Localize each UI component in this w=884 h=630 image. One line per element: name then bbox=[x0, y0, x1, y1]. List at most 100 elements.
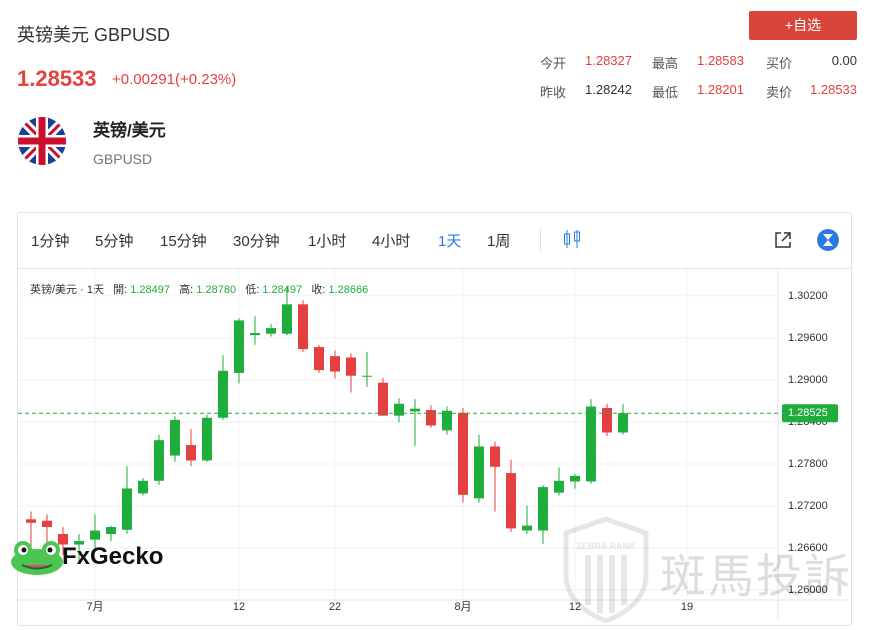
interval[interactable]: 30分钟 bbox=[233, 233, 280, 250]
candle-body bbox=[122, 488, 132, 530]
candle-body bbox=[362, 375, 372, 377]
x-tick-label: 8月 bbox=[454, 601, 471, 613]
candle-body bbox=[218, 370, 228, 418]
gecko-logo bbox=[11, 541, 63, 575]
x-tick-label: 7月 bbox=[86, 601, 103, 613]
symbol-code: GBPUSD bbox=[93, 151, 153, 167]
quote-label: 最低 bbox=[652, 85, 679, 100]
y-tick-label: 1.29000 bbox=[788, 374, 828, 386]
last-price-box bbox=[782, 404, 838, 423]
x-tick-label: 12 bbox=[569, 601, 581, 613]
candle-body bbox=[154, 440, 164, 481]
candle-body bbox=[42, 520, 52, 528]
chart-panel bbox=[17, 212, 852, 626]
quote-value: 1.28242 bbox=[585, 82, 632, 97]
candle-body bbox=[554, 480, 564, 493]
candle-body bbox=[202, 417, 212, 461]
last-price-label: 1.28525 bbox=[788, 407, 828, 419]
candle-body bbox=[602, 407, 612, 433]
y-tick-label: 1.27800 bbox=[788, 458, 828, 470]
interval[interactable]: 5分钟 bbox=[95, 233, 134, 250]
change: +0.00291(+0.23%) bbox=[112, 71, 237, 88]
zoom-icon[interactable] bbox=[816, 228, 840, 252]
interval[interactable]: 15分钟 bbox=[160, 233, 207, 250]
price: 1.28533 bbox=[17, 66, 97, 91]
legend-key: 高: bbox=[179, 284, 194, 296]
candle-body bbox=[298, 304, 308, 350]
y-tick-label: 1.29600 bbox=[788, 332, 828, 344]
quote-label: 最高 bbox=[652, 56, 679, 71]
zebra-badge-text: ZEBRA RANK bbox=[576, 541, 636, 551]
candle-body bbox=[458, 412, 468, 495]
candle-body bbox=[138, 480, 148, 494]
candle-body bbox=[314, 347, 324, 371]
candle-body bbox=[170, 419, 180, 456]
legend-value: 1.28497 bbox=[262, 284, 303, 296]
candle-body bbox=[186, 445, 196, 461]
candle-body bbox=[330, 356, 340, 372]
symbol-title: 英镑/美元 bbox=[93, 121, 166, 140]
candle-body bbox=[618, 413, 628, 433]
candle-body bbox=[266, 328, 276, 334]
quote-label: 卖价 bbox=[766, 85, 793, 100]
candle-body bbox=[410, 408, 420, 412]
candle-body bbox=[490, 446, 500, 467]
y-tick-label: 1.26600 bbox=[788, 542, 828, 554]
candle-body bbox=[538, 487, 548, 531]
candle-body bbox=[442, 410, 452, 431]
flag-icon bbox=[18, 117, 66, 165]
candle-body bbox=[346, 357, 356, 376]
candle-body bbox=[234, 320, 244, 373]
toolbar-divider bbox=[18, 268, 851, 269]
separator bbox=[540, 228, 541, 252]
quote-label: 今开 bbox=[540, 56, 567, 71]
candle-body bbox=[106, 527, 116, 535]
candle-body bbox=[394, 403, 404, 416]
quote-value: 1.28201 bbox=[697, 82, 744, 97]
legend-value: 1.28497 bbox=[130, 284, 171, 296]
legend-key: 低: bbox=[245, 284, 260, 296]
x-tick-label: 19 bbox=[681, 601, 693, 613]
legend-key: 收: bbox=[311, 284, 326, 296]
x-tick-label: 12 bbox=[233, 601, 245, 613]
ohlc-legend: 英镑/美元 · 1天 開: 1.28497 高: 1.28780 低: 1.28… bbox=[30, 281, 368, 297]
candle-body bbox=[378, 382, 388, 416]
y-tick-label: 1.30200 bbox=[788, 290, 828, 302]
candle-body bbox=[570, 475, 580, 482]
candle-body bbox=[90, 530, 100, 540]
interval[interactable]: 4小时 bbox=[372, 233, 411, 250]
quote-label: 买价 bbox=[766, 56, 793, 71]
candle-body bbox=[282, 304, 292, 334]
candle-body bbox=[506, 473, 516, 529]
zebra-badge: ZEBRA RANK bbox=[563, 516, 649, 623]
quote-value: 1.28533 bbox=[810, 82, 857, 97]
interval-active[interactable]: 1天 bbox=[438, 233, 462, 250]
legend-label: 英镑/美元 · 1天 bbox=[30, 284, 104, 296]
quote-value: 1.28583 bbox=[697, 53, 744, 68]
popout-icon[interactable] bbox=[774, 231, 792, 249]
zebra-watermark: 斑馬投訴 bbox=[660, 550, 852, 602]
interval[interactable]: 1分钟 bbox=[31, 233, 70, 250]
candle-body bbox=[426, 410, 436, 426]
interval[interactable]: 1周 bbox=[487, 233, 511, 250]
interval[interactable]: 1小时 bbox=[308, 233, 347, 250]
x-tick-label: 22 bbox=[329, 601, 341, 613]
candle-body bbox=[586, 406, 596, 482]
candle-body bbox=[74, 541, 84, 545]
legend-key: 開: bbox=[113, 284, 128, 296]
quote-value: 0.00 bbox=[831, 53, 857, 68]
quote-value: 1.28327 bbox=[585, 53, 632, 68]
pair-name: 英镑美元 GBPUSD bbox=[17, 25, 171, 45]
candle-type-icon[interactable] bbox=[562, 228, 582, 250]
y-tick-label: 1.27200 bbox=[788, 500, 828, 512]
watchlist-button[interactable]: +自选 bbox=[749, 11, 857, 40]
candle-body bbox=[26, 519, 36, 523]
legend-value: 1.28666 bbox=[328, 284, 369, 296]
y-tick-label: 1.26000 bbox=[788, 584, 828, 596]
candle-body bbox=[58, 534, 68, 545]
quote-label: 昨收 bbox=[540, 85, 567, 100]
legend-value: 1.28780 bbox=[196, 284, 237, 296]
candle-body bbox=[250, 333, 260, 336]
